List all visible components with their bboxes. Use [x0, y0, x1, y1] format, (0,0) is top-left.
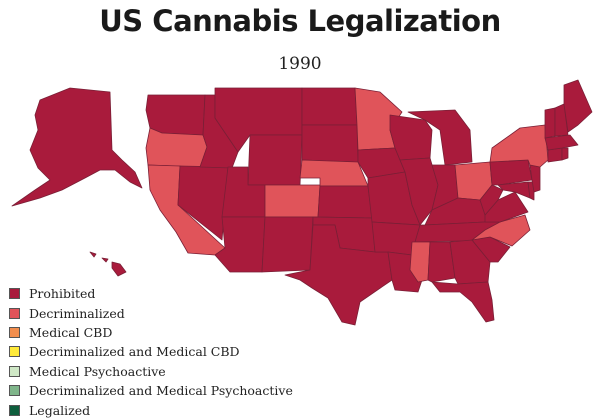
state-illinois[interactable]: [399, 157, 439, 226]
state-west-virginia[interactable]: [479, 184, 504, 216]
legend-item-decriminalized-medical-psychoactive: Decriminalized and Medical Psychoactive: [9, 381, 293, 400]
legend-label: Decriminalized and Medical Psychoactive: [29, 383, 293, 399]
legend-swatch: [9, 346, 20, 358]
state-hawaii[interactable]: [89, 251, 127, 277]
legend-item-decriminalized-medical-cbd: Decriminalized and Medical CBD: [9, 342, 293, 361]
state-north-dakota[interactable]: [301, 87, 358, 126]
legend-swatch: [9, 365, 20, 377]
legend-label: Medical CBD: [29, 324, 113, 340]
state-vermont[interactable]: [544, 107, 556, 139]
state-pennsylvania[interactable]: [489, 159, 533, 186]
state-new-york[interactable]: [489, 124, 549, 168]
state-rhode-island[interactable]: [561, 147, 569, 161]
state-north-carolina[interactable]: [471, 214, 531, 247]
state-texas[interactable]: [284, 224, 393, 326]
legend-label: Medical Psychoactive: [29, 363, 166, 379]
state-florida[interactable]: [431, 281, 495, 323]
legend-label: Prohibited: [29, 286, 96, 302]
legend-item-legalized: Legalized: [9, 400, 293, 419]
legend-swatch: [9, 288, 20, 300]
legend-item-medical-cbd: Medical CBD: [9, 323, 293, 342]
legend-swatch: [9, 404, 20, 416]
legend-item-medical-psychoactive: Medical Psychoactive: [9, 362, 293, 381]
state-arizona[interactable]: [214, 216, 266, 273]
state-wyoming[interactable]: [247, 134, 303, 186]
state-colorado[interactable]: [264, 184, 321, 218]
state-alabama[interactable]: [427, 241, 456, 283]
state-maryland[interactable]: [497, 181, 531, 199]
legend-item-decriminalized: Decriminalized: [9, 303, 293, 322]
legend: Prohibited Decriminalized Medical CBD De…: [9, 284, 293, 420]
legend-swatch: [9, 326, 20, 338]
state-nebraska[interactable]: [299, 159, 369, 187]
state-mississippi[interactable]: [409, 241, 431, 283]
state-washington[interactable]: [145, 94, 206, 136]
legend-label: Decriminalized: [29, 305, 125, 321]
legend-item-prohibited: Prohibited: [9, 284, 293, 303]
legend-swatch: [9, 385, 20, 397]
state-kansas[interactable]: [317, 185, 373, 219]
state-new-mexico[interactable]: [261, 216, 314, 273]
legend-swatch: [9, 307, 20, 319]
legend-label: Decriminalized and Medical CBD: [29, 344, 240, 360]
state-maine[interactable]: [563, 79, 593, 133]
map-title: US Cannabis Legalization: [99, 4, 501, 38]
year-label: 1990: [278, 54, 322, 74]
state-south-dakota[interactable]: [301, 124, 359, 163]
state-alaska[interactable]: [11, 87, 143, 207]
legend-label: Legalized: [29, 402, 91, 418]
state-michigan[interactable]: [407, 109, 473, 166]
